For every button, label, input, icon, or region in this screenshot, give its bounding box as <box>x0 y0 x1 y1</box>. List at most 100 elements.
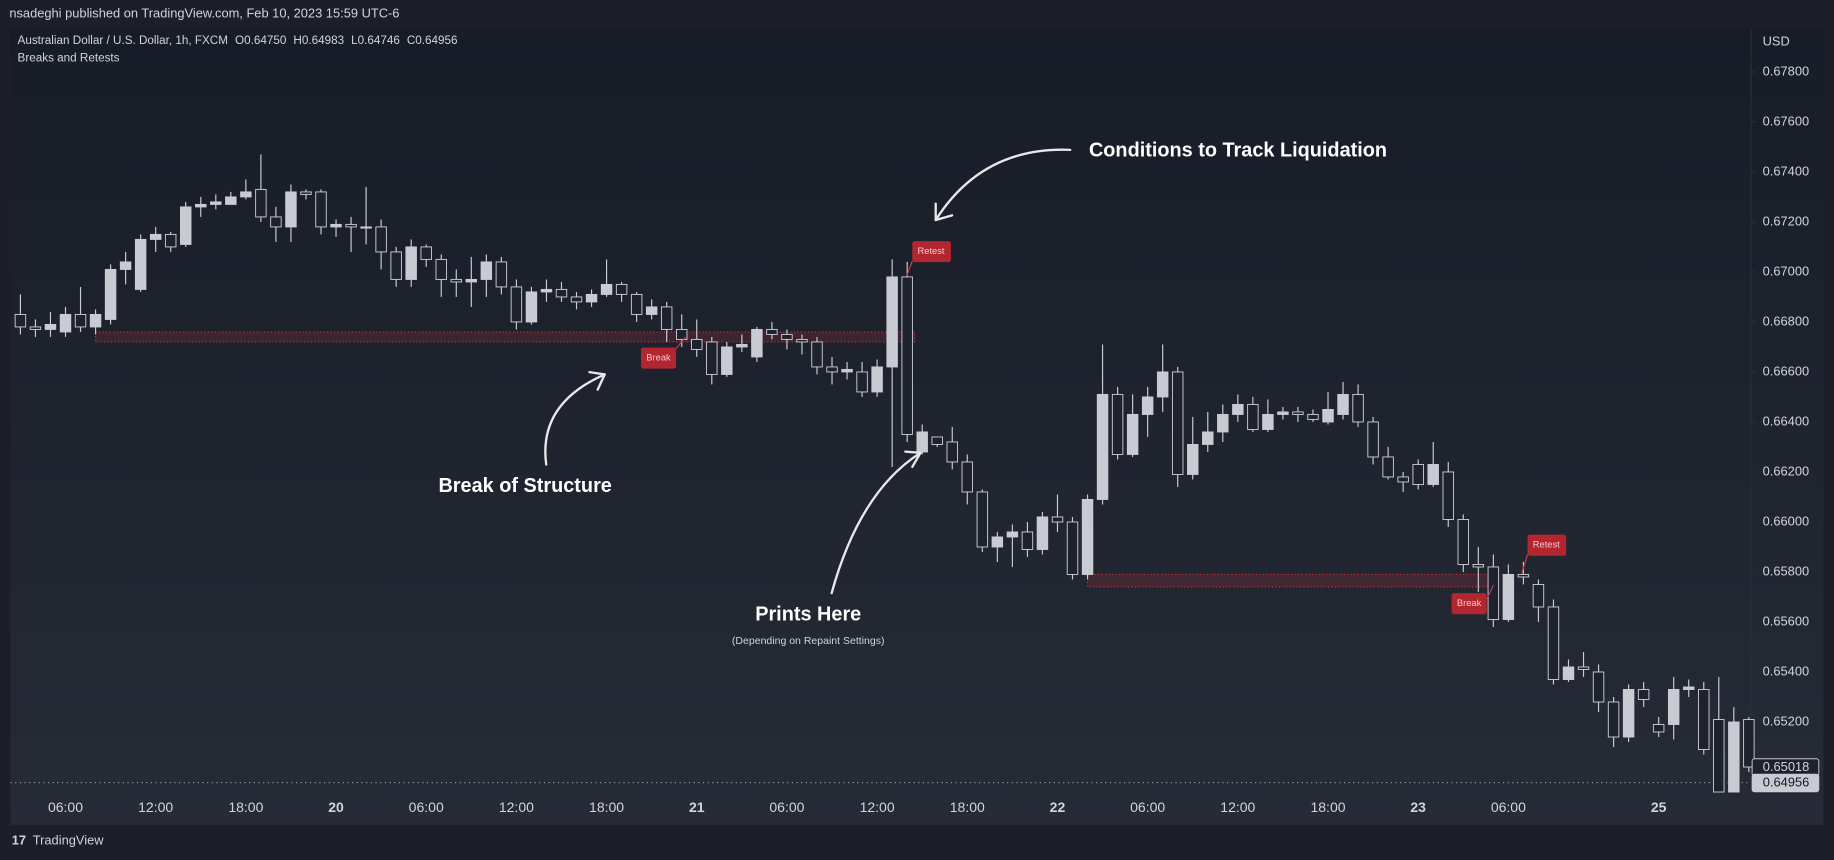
candle-body <box>871 366 883 393</box>
candle-body <box>931 436 943 445</box>
candle-body <box>525 291 538 323</box>
candle-body <box>1126 413 1139 455</box>
price-tag <box>1751 773 1820 793</box>
arrow <box>544 373 606 466</box>
candle-body <box>991 536 1004 548</box>
x-tick-label: 12:00 <box>1220 799 1255 815</box>
candle-body <box>480 261 493 280</box>
signal-label: Retest <box>1533 540 1560 550</box>
candle-body <box>1111 393 1124 455</box>
candle-body <box>1171 371 1184 475</box>
publisher: nsadeghi published on TradingView.com, F… <box>9 6 399 21</box>
candle-body <box>766 328 778 335</box>
zone <box>94 331 916 343</box>
candle-body <box>44 323 57 330</box>
x-tick-label: 12:00 <box>138 799 173 815</box>
candle-body <box>1367 421 1379 458</box>
candle-body <box>946 441 958 463</box>
candle-body <box>1081 498 1094 575</box>
x-tick-label: 06:00 <box>1130 799 1165 815</box>
candle-body <box>706 341 718 375</box>
candle-body <box>420 246 432 260</box>
x-tick-label: 06:00 <box>48 799 83 815</box>
signal-label: Break <box>1457 598 1482 608</box>
candle-body <box>1667 689 1680 725</box>
candle-body <box>1682 686 1695 690</box>
candle-body <box>270 216 282 228</box>
ohlc-close: C0.64956 <box>407 34 458 47</box>
annotation: Conditions to Track Liquidation <box>1089 139 1387 161</box>
arrow <box>830 451 922 595</box>
signal-pointer <box>1486 584 1495 600</box>
candle-body <box>781 333 793 340</box>
candle-body <box>330 223 342 228</box>
candle-body <box>510 286 523 323</box>
x-tick-label: 12:00 <box>860 799 895 815</box>
x-tick-label: 23 <box>1410 799 1426 815</box>
zone <box>1086 573 1494 588</box>
candle-body <box>1728 721 1740 793</box>
candle-body <box>1592 671 1605 703</box>
candle-body <box>1262 413 1274 430</box>
candle-body <box>1066 521 1079 575</box>
candle-body <box>675 328 688 340</box>
annotation: Break of Structure <box>438 475 611 497</box>
plot-background <box>10 28 1824 825</box>
candle-body <box>841 368 853 373</box>
candle-body <box>164 233 177 248</box>
y-tick-label: 0.65600 <box>1763 613 1809 628</box>
candle-body <box>435 258 447 280</box>
candle-body <box>540 288 553 293</box>
candle-body <box>916 431 928 453</box>
x-tick-label: 06:00 <box>769 799 804 815</box>
candle-body <box>736 343 748 348</box>
x-tick-label: 20 <box>328 799 344 815</box>
candle-body <box>600 283 613 295</box>
footer-brand[interactable]: TradingView <box>33 833 104 848</box>
candle-body <box>811 341 823 368</box>
marks: 0.65200 0.65400 0.65600 0.65800 0.66000 0.662… <box>14 63 1820 815</box>
candle-body <box>1713 719 1725 793</box>
candle-body <box>555 288 568 298</box>
candle-body <box>315 191 327 228</box>
y-tick-label: 0.67000 <box>1763 263 1809 278</box>
annotation-note: (Depending on Repaint Settings) <box>732 635 885 647</box>
candle-body <box>149 233 162 240</box>
candle-body <box>1382 456 1394 478</box>
x-tick-label: 18:00 <box>950 799 985 815</box>
y-tick-label: 0.67800 <box>1763 63 1809 78</box>
candle-body <box>1021 531 1034 550</box>
candle-body <box>1637 689 1650 700</box>
candle-body <box>360 226 372 229</box>
candle-body <box>901 276 913 435</box>
candle-body <box>615 283 628 295</box>
price-tag-label: 0.65018 <box>1763 759 1809 774</box>
candle-body <box>961 461 974 493</box>
candle-body <box>691 338 703 350</box>
signal-label: Retest <box>918 246 945 256</box>
symbol-legend: Australian Dollar / U.S. Dollar, 1h, FXC… <box>18 34 458 47</box>
candle-body <box>255 188 267 218</box>
candle-body <box>119 261 132 270</box>
y-tick-label: 0.67400 <box>1763 163 1809 178</box>
candle-body <box>345 223 357 228</box>
candle-body <box>285 191 297 228</box>
candle-body <box>1006 531 1019 538</box>
x-tick-label: 18:00 <box>228 799 263 815</box>
candle-body <box>180 206 192 245</box>
ohlc-high: H0.64983 <box>293 34 344 47</box>
annotation: Prints Here <box>755 604 861 626</box>
candle-body <box>104 268 117 320</box>
candle-body <box>14 313 27 328</box>
x-tick-label: 12:00 <box>499 799 534 815</box>
candle-body <box>1472 564 1485 568</box>
candle-body <box>1652 724 1665 733</box>
y-tick-label: 0.65800 <box>1763 563 1809 578</box>
candle-body <box>645 306 658 315</box>
y-tick-label: 0.66800 <box>1763 313 1809 328</box>
candle-body <box>1743 719 1755 768</box>
x-tick-label: 06:00 <box>409 799 444 815</box>
candle-body <box>585 293 598 303</box>
candle-body <box>405 246 417 280</box>
candle-body <box>1217 413 1229 433</box>
